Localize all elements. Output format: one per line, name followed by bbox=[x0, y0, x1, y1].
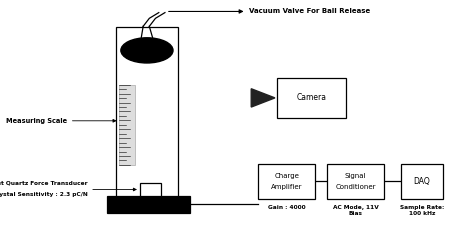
Polygon shape bbox=[251, 89, 275, 107]
Bar bbox=[140, 183, 161, 196]
Text: Camera: Camera bbox=[297, 93, 327, 102]
Text: Signal: Signal bbox=[345, 173, 366, 180]
Text: Sample Rate:
100 kHz: Sample Rate: 100 kHz bbox=[400, 205, 444, 216]
Text: X-Cut Quartz Force Transducer: X-Cut Quartz Force Transducer bbox=[0, 180, 88, 185]
Text: Gain : 4000: Gain : 4000 bbox=[268, 205, 306, 210]
Text: Measuring Scale: Measuring Scale bbox=[6, 118, 67, 124]
Bar bbox=[401, 164, 443, 199]
Bar bbox=[119, 85, 135, 165]
Bar bbox=[258, 164, 315, 199]
Text: Crystal Sensitivity : 2.3 pC/N: Crystal Sensitivity : 2.3 pC/N bbox=[0, 192, 88, 196]
Text: DAQ: DAQ bbox=[413, 177, 430, 186]
Circle shape bbox=[121, 38, 173, 63]
Bar bbox=[327, 164, 384, 199]
Text: Vacuum Valve For Ball Release: Vacuum Valve For Ball Release bbox=[249, 8, 370, 14]
Bar bbox=[277, 78, 346, 118]
Text: Conditioner: Conditioner bbox=[335, 183, 376, 190]
Bar bbox=[107, 196, 190, 213]
Text: AC Mode, 11V
Bias: AC Mode, 11V Bias bbox=[333, 205, 378, 216]
Text: Charge: Charge bbox=[274, 173, 299, 180]
Text: Amplifier: Amplifier bbox=[271, 183, 302, 190]
Bar bbox=[116, 27, 178, 202]
